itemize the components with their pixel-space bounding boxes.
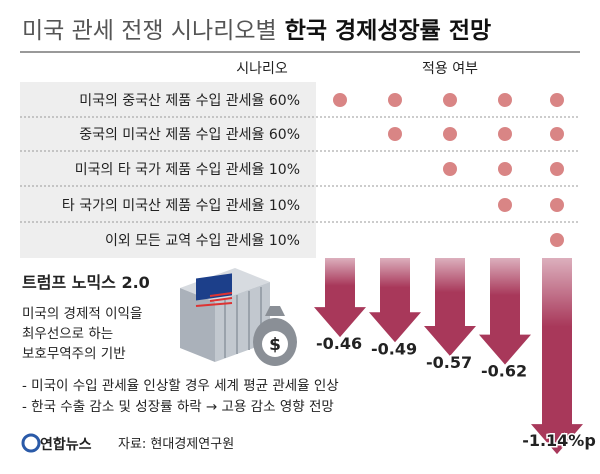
arrow-shine <box>369 258 421 343</box>
arrow-shine <box>479 258 531 365</box>
arrow-shine <box>424 258 476 357</box>
info-line: 최우선으로 하는 <box>22 326 113 342</box>
applied-dot <box>498 198 512 212</box>
applied-dot <box>550 93 564 107</box>
applied-dot <box>388 127 402 141</box>
column-header: 적용 여부 <box>422 61 478 77</box>
applied-dot <box>443 162 457 176</box>
applied-dot <box>498 93 512 107</box>
column-header: 시나리오 <box>236 61 288 77</box>
value-label: -0.57 <box>426 353 472 372</box>
logo-text: 연합뉴스 <box>40 436 92 453</box>
scenario-label: 이외 모든 교역 수입 관세율 10% <box>105 233 300 249</box>
title: 미국 관세 전쟁 시나리오별 한국 경제성장률 전망 <box>22 18 491 44</box>
applied-dot <box>333 93 347 107</box>
note: - 한국 수출 감소 및 성장률 하락 → 고용 감소 영향 전망 <box>22 399 334 415</box>
info-line: 미국의 경제적 이익을 <box>22 306 142 322</box>
arrow-shine <box>531 258 583 455</box>
applied-dot <box>550 127 564 141</box>
applied-dot <box>388 93 402 107</box>
info-title: 트럼프 노믹스 2.0 <box>22 273 150 292</box>
table-shade <box>20 82 316 258</box>
scenario-label: 미국의 중국산 제품 수입 관세율 60% <box>79 93 300 109</box>
applied-dot <box>498 127 512 141</box>
title-bold: 한국 경제성장률 전망 <box>285 18 491 44</box>
scenario-label: 중국의 미국산 제품 수입 관세율 60% <box>79 127 300 143</box>
applied-dot <box>550 233 564 247</box>
container-icon: $ <box>180 268 297 366</box>
applied-dot <box>550 198 564 212</box>
value-label: -0.49 <box>371 339 417 358</box>
applied-dot <box>550 162 564 176</box>
applied-dot <box>443 127 457 141</box>
value-label: -1.14%p <box>522 431 596 450</box>
scenario-label: 타 국가의 미국산 제품 수입 관세율 10% <box>62 198 300 214</box>
arrow-shine <box>314 258 366 338</box>
scenario-label: 미국의 타 국가 제품 수입 관세율 10% <box>75 162 300 178</box>
applied-dot <box>443 93 457 107</box>
info-line: 보호무역주의 기반 <box>22 346 126 362</box>
source: 자료: 현대경제연구원 <box>118 437 234 452</box>
title-light: 미국 관세 전쟁 시나리오별 <box>22 18 277 44</box>
svg-text:$: $ <box>269 335 281 355</box>
logo: 연합뉴스 <box>21 433 92 453</box>
value-label: -0.62 <box>481 362 527 381</box>
value-label: -0.46 <box>316 334 362 353</box>
note: - 미국이 수입 관세율 인상할 경우 세계 평균 관세율 인상 <box>22 378 339 394</box>
applied-dot <box>498 162 512 176</box>
